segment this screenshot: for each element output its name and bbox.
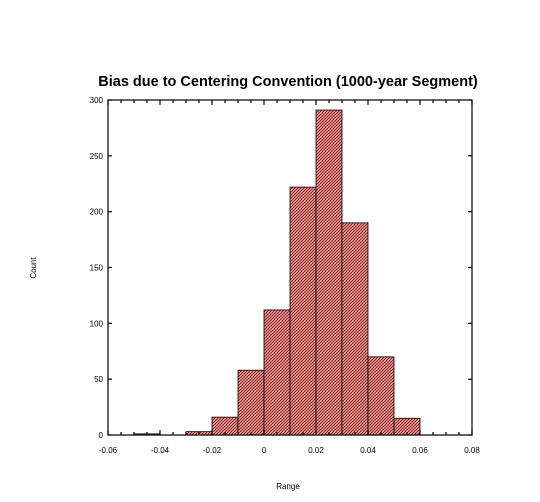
x-tick-label: 0 xyxy=(262,446,267,455)
y-tick-label: 300 xyxy=(90,96,104,105)
histogram-bar xyxy=(237,369,265,436)
x-tick-label: 0.02 xyxy=(308,446,324,455)
y-tick-label: 200 xyxy=(90,208,104,217)
x-tick-label: -0.02 xyxy=(203,446,222,455)
histogram-bar xyxy=(263,309,291,436)
tick-marks xyxy=(107,99,473,436)
y-axis-label: Count xyxy=(29,257,38,279)
x-axis-label: Range xyxy=(276,482,300,491)
x-tick-label: 0.04 xyxy=(360,446,376,455)
y-tick-label: 250 xyxy=(90,152,104,161)
y-tick-label: 50 xyxy=(94,375,103,384)
bars-group xyxy=(133,109,421,436)
histogram-bar xyxy=(367,356,395,436)
x-tick-label: 0.08 xyxy=(464,446,480,455)
x-tick-label: 0.06 xyxy=(412,446,428,455)
histogram-bar xyxy=(341,222,369,436)
chart-title: Bias due to Centering Convention (1000-y… xyxy=(98,74,478,90)
y-tick-label: 0 xyxy=(99,431,104,440)
x-tick-label: -0.06 xyxy=(99,446,118,455)
histogram-bar xyxy=(289,186,317,436)
x-tick-label: -0.04 xyxy=(151,446,170,455)
y-tick-labels: 0 50 100 150 200 250 300 xyxy=(90,96,104,440)
x-tick-labels: -0.06 -0.04 -0.02 0 0.02 0.04 0.06 0.08 xyxy=(99,446,480,455)
histogram-bar xyxy=(315,109,343,436)
y-tick-label: 150 xyxy=(90,264,104,273)
y-tick-label: 100 xyxy=(90,319,104,328)
